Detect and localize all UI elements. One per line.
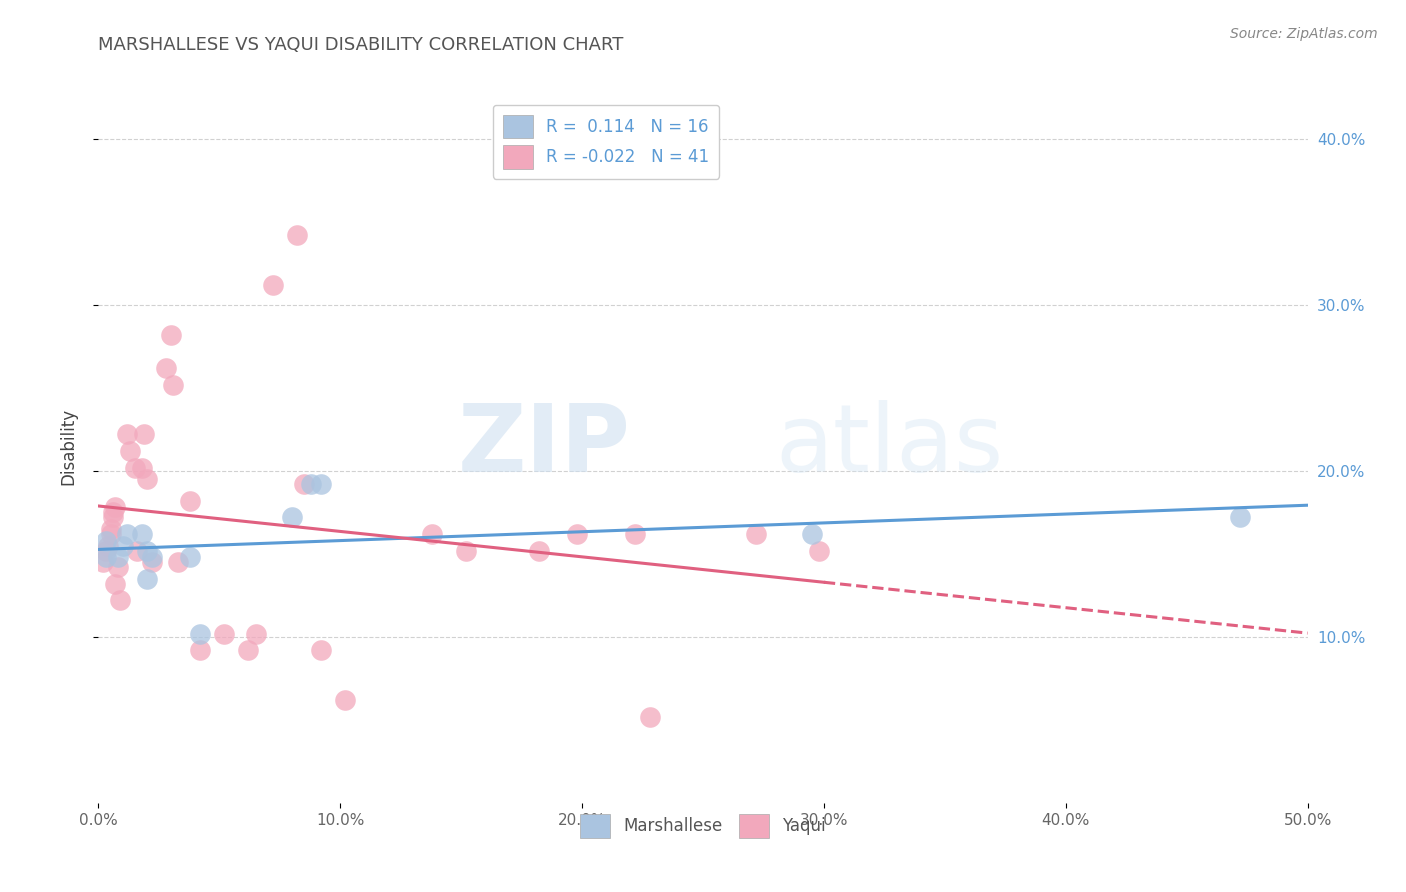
Point	[179, 550, 201, 565]
Point	[127, 543, 149, 558]
Point	[624, 527, 647, 541]
Point	[155, 361, 177, 376]
Point	[118, 444, 141, 458]
Point	[131, 460, 153, 475]
Point	[101, 505, 124, 519]
Point	[188, 643, 211, 657]
Point	[309, 477, 332, 491]
Point	[107, 550, 129, 565]
Point	[134, 427, 156, 442]
Point	[141, 555, 163, 569]
Point	[94, 533, 117, 548]
Point	[91, 555, 114, 569]
Point	[100, 522, 122, 536]
Point	[1229, 510, 1251, 524]
Point	[299, 477, 322, 491]
Point	[135, 572, 157, 586]
Point	[94, 550, 117, 565]
Point	[212, 626, 235, 640]
Point	[131, 527, 153, 541]
Point	[285, 228, 308, 243]
Point	[101, 510, 124, 524]
Point	[238, 643, 260, 657]
Point	[745, 527, 768, 541]
Point	[100, 527, 122, 541]
Point	[117, 427, 139, 442]
Point	[281, 510, 304, 524]
Point	[104, 576, 127, 591]
Point	[188, 626, 211, 640]
Point	[167, 555, 190, 569]
Legend: Marshallese, Yaqui: Marshallese, Yaqui	[574, 807, 832, 845]
Point	[420, 527, 443, 541]
Point	[567, 527, 589, 541]
Point	[245, 626, 267, 640]
Point	[262, 278, 284, 293]
Point	[292, 477, 315, 491]
Text: ZIP: ZIP	[457, 400, 630, 492]
Point	[162, 377, 184, 392]
Text: MARSHALLESE VS YAQUI DISABILITY CORRELATION CHART: MARSHALLESE VS YAQUI DISABILITY CORRELAT…	[98, 36, 624, 54]
Text: Source: ZipAtlas.com: Source: ZipAtlas.com	[1230, 27, 1378, 41]
Point	[107, 560, 129, 574]
Point	[141, 550, 163, 565]
Point	[309, 643, 332, 657]
Point	[111, 539, 134, 553]
Point	[454, 543, 477, 558]
Point	[104, 500, 127, 515]
Point	[117, 527, 139, 541]
Y-axis label: Disability: Disability	[59, 408, 77, 484]
Point	[135, 543, 157, 558]
Point	[124, 460, 146, 475]
Point	[97, 539, 120, 553]
Point	[108, 593, 131, 607]
Point	[333, 693, 356, 707]
Point	[160, 327, 183, 342]
Point	[800, 527, 823, 541]
Point	[94, 543, 117, 558]
Point	[179, 493, 201, 508]
Point	[527, 543, 550, 558]
Text: atlas: atlas	[776, 400, 1004, 492]
Point	[135, 472, 157, 486]
Point	[808, 543, 831, 558]
Point	[638, 709, 661, 723]
